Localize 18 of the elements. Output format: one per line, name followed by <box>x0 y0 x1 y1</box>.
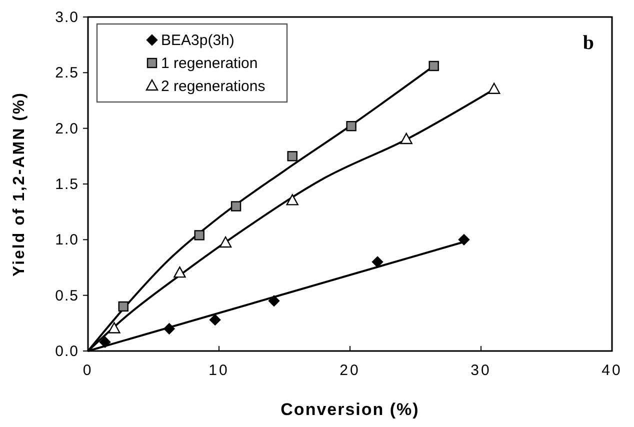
legend-label: 1 regeneration <box>161 55 258 72</box>
y-tick-label: 0.0 <box>55 343 79 360</box>
legend-label: 2 regenerations <box>161 78 266 95</box>
x-tick-label: 10 <box>208 362 230 379</box>
x-axis-title: Conversion (%) <box>280 400 420 419</box>
y-axis-title: Yield of 1,2-AMN (%) <box>11 92 28 276</box>
x-tick-label: 30 <box>470 362 492 379</box>
y-tick-label: 1.0 <box>55 232 79 249</box>
y-tick-label: 0.5 <box>55 287 79 304</box>
x-tick-label: 40 <box>602 362 622 379</box>
x-tick-label: 0 <box>82 362 94 379</box>
y-tick-label: 1.5 <box>55 176 79 193</box>
y-tick-label: 2.5 <box>55 64 79 82</box>
legend-label: BEA3p(3h) <box>161 32 234 49</box>
y-tick-label: 3.0 <box>55 9 79 26</box>
y-tick-label: 2.0 <box>55 120 79 138</box>
annotation: b <box>582 32 594 54</box>
x-tick-label: 20 <box>340 362 360 379</box>
